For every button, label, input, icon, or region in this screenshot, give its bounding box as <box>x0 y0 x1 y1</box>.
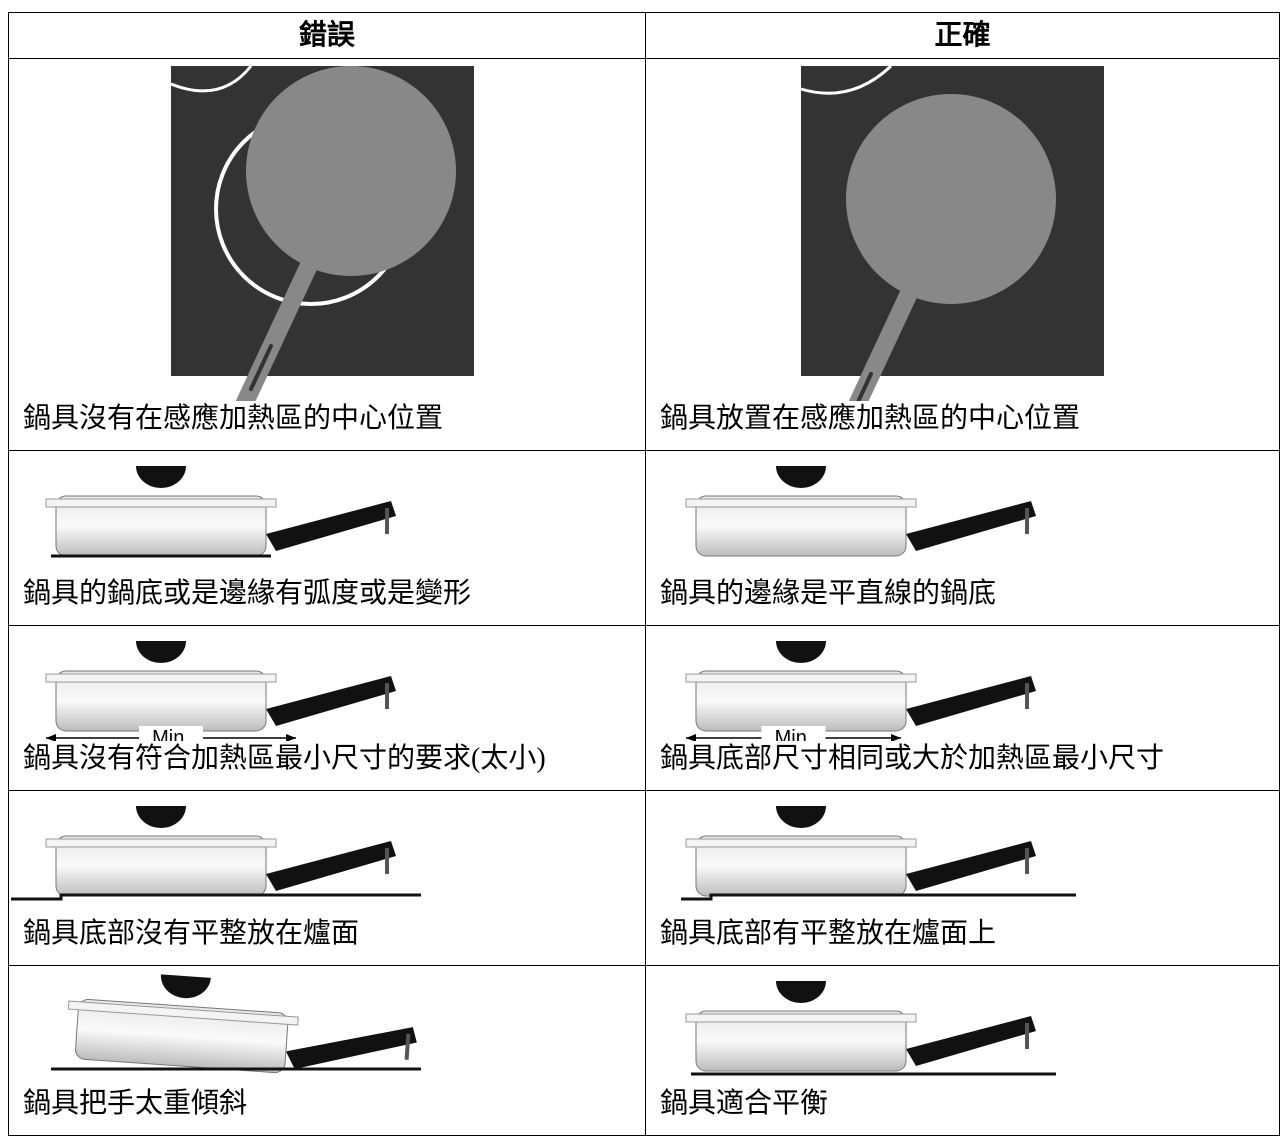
table-cell: 鍋具把手太重傾斜 <box>9 966 646 1136</box>
header-cell: 正確 <box>646 13 1280 59</box>
illustration <box>800 64 1104 401</box>
illustration <box>11 806 421 901</box>
min-label: Min. <box>152 727 190 741</box>
pan-handle <box>906 501 1036 551</box>
min-bg <box>139 726 203 741</box>
pan <box>45 641 396 732</box>
caption: 鍋具的鍋底或是邊緣有弧度或是變形 <box>23 578 472 609</box>
pan <box>45 466 396 557</box>
table: 錯誤 正確 鍋具沒有在感應加熱區的中心位置 鍋具放置在感應加熱區的中心位置鍋具的鍋… <box>8 12 1280 1136</box>
pan-body <box>695 1010 907 1072</box>
table-cell: 鍋具適合平衡 <box>646 966 1280 1136</box>
table-cell: Min. 鍋具底部尺寸相同或大於加熱區最小尺寸 <box>646 626 1280 791</box>
illustration <box>685 981 1056 1076</box>
min-bg <box>761 726 826 741</box>
pan-rim <box>685 673 917 683</box>
caption: 鍋具的邊緣是平直線的鍋底 <box>660 578 997 609</box>
pan-rim <box>45 673 277 683</box>
pan-lid <box>136 806 186 828</box>
illustration: Min. <box>45 641 396 741</box>
pan <box>685 806 1036 897</box>
table-cell: 鍋具放置在感應加熱區的中心位置 <box>646 59 1280 451</box>
table-cell: Min. 鍋具沒有符合加熱區最小尺寸的要求(太小) <box>9 626 646 791</box>
pan-handle <box>266 841 396 891</box>
pan-handle <box>266 676 396 726</box>
pan-handle <box>266 501 396 551</box>
pan-rim <box>685 838 917 848</box>
caption: 鍋具底部尺寸相同或大於加熱區最小尺寸 <box>660 743 1165 774</box>
table-cell: 鍋具底部有平整放在爐面上 <box>646 791 1280 966</box>
pan-rim <box>45 498 277 508</box>
illustration <box>51 974 421 1074</box>
caption: 鍋具把手太重傾斜 <box>23 1088 248 1119</box>
pan-lid <box>776 466 826 488</box>
zone <box>800 64 893 95</box>
header-cell: 錯誤 <box>9 13 646 59</box>
surface <box>11 893 421 901</box>
table-row: 鍋具底部沒有平整放在爐面 鍋具底部有平整放在爐面上 <box>9 791 1280 966</box>
pan-body <box>695 495 907 557</box>
illustration <box>681 806 1076 901</box>
surface <box>681 893 1076 901</box>
pan <box>45 806 396 897</box>
handle-slot <box>249 344 273 391</box>
illustration <box>45 466 396 558</box>
pan-handle <box>285 1027 417 1069</box>
min-label: Min. <box>775 727 813 741</box>
table-cell: 鍋具沒有在感應加熱區的中心位置 <box>9 59 646 451</box>
caption: 鍋具底部沒有平整放在爐面 <box>23 918 360 949</box>
pan-handle <box>848 280 920 401</box>
pan <box>67 974 417 1074</box>
pan-top <box>246 66 456 276</box>
pan-handle <box>906 841 1036 891</box>
pan-handle <box>906 1016 1036 1066</box>
table-cell: 鍋具的鍋底或是邊緣有弧度或是變形 <box>9 451 646 626</box>
illustration: Min. <box>685 641 1036 741</box>
caption: 鍋具沒有在感應加熱區的中心位置 <box>23 403 444 434</box>
pan <box>685 641 1036 732</box>
pan-lid <box>776 806 826 828</box>
caption: 鍋具沒有符合加熱區最小尺寸的要求(太小) <box>23 743 546 774</box>
pan-lid <box>160 974 211 999</box>
handle-slot <box>856 372 873 401</box>
header-row: 錯誤 正確 <box>9 13 1280 59</box>
table-row: 鍋具的鍋底或是邊緣有弧度或是變形 鍋具的邊緣是平直線的鍋底 <box>9 451 1280 626</box>
pan-rim <box>45 838 277 848</box>
table-row: 鍋具把手太重傾斜 鍋具適合平衡 <box>9 966 1280 1136</box>
pan-hook <box>404 1033 411 1060</box>
pan <box>685 981 1036 1072</box>
pan-lid <box>776 641 826 663</box>
illustration <box>170 65 474 401</box>
table-row: Min. 鍋具沒有符合加熱區最小尺寸的要求(太小) Min. 鍋具底部尺寸相同或大於加… <box>9 626 1280 791</box>
pan <box>685 466 1036 557</box>
caption: 鍋具底部有平整放在爐面上 <box>660 918 997 949</box>
pan-lid <box>776 981 826 1003</box>
pan-top <box>846 94 1056 304</box>
illustration <box>685 466 1036 557</box>
pan-lid <box>136 466 186 488</box>
pan-handle <box>906 676 1036 726</box>
pan-rim <box>67 1000 299 1026</box>
pan-rim <box>685 498 917 508</box>
table-cell: 鍋具的邊緣是平直線的鍋底 <box>646 451 1280 626</box>
zone <box>170 65 253 93</box>
caption: 鍋具適合平衡 <box>660 1088 829 1119</box>
pan-lid <box>136 641 186 663</box>
table-cell: 鍋具底部沒有平整放在爐面 <box>9 791 646 966</box>
pan-rim <box>685 1013 917 1023</box>
caption: 鍋具放置在感應加熱區的中心位置 <box>660 403 1081 434</box>
table-row: 鍋具沒有在感應加熱區的中心位置 鍋具放置在感應加熱區的中心位置 <box>9 59 1280 451</box>
